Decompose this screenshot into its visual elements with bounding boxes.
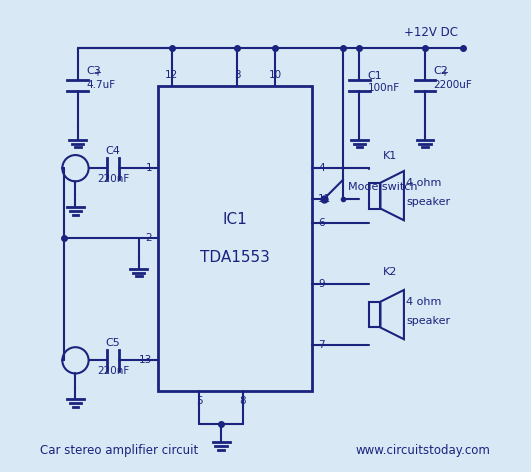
Text: speaker: speaker xyxy=(406,197,450,207)
Text: speaker: speaker xyxy=(406,316,450,326)
Text: 7: 7 xyxy=(318,340,324,350)
Bar xyxy=(369,302,380,328)
Text: +: + xyxy=(440,68,448,78)
Text: C3: C3 xyxy=(86,66,101,76)
Text: 4.7uF: 4.7uF xyxy=(86,80,115,90)
Text: TDA1553: TDA1553 xyxy=(200,250,270,265)
Text: C5: C5 xyxy=(106,338,121,348)
Text: 2200uF: 2200uF xyxy=(433,80,472,90)
Text: +: + xyxy=(93,68,101,78)
Text: 100nF: 100nF xyxy=(368,83,400,93)
Bar xyxy=(369,183,380,209)
Text: IC1: IC1 xyxy=(222,212,247,227)
Bar xyxy=(158,86,312,391)
Text: C1: C1 xyxy=(368,71,382,81)
Text: 10: 10 xyxy=(268,70,281,80)
Text: 2: 2 xyxy=(145,233,152,244)
Text: 8: 8 xyxy=(239,396,246,406)
Text: 5: 5 xyxy=(196,396,203,406)
Text: C4: C4 xyxy=(106,146,121,156)
Text: 13: 13 xyxy=(139,355,152,365)
Text: 9: 9 xyxy=(318,279,324,289)
Text: +12V DC: +12V DC xyxy=(404,26,458,39)
Text: Car stereo amplifier circuit: Car stereo amplifier circuit xyxy=(40,444,199,456)
Text: 12: 12 xyxy=(165,70,178,80)
Text: 4 ohm: 4 ohm xyxy=(406,297,442,307)
Text: 220nF: 220nF xyxy=(97,174,129,184)
Text: www.circuitstoday.com: www.circuitstoday.com xyxy=(356,444,491,456)
Text: 6: 6 xyxy=(318,218,324,228)
Text: 1: 1 xyxy=(145,163,152,173)
Text: 220nF: 220nF xyxy=(97,366,129,377)
Text: K2: K2 xyxy=(383,267,397,277)
Text: 4: 4 xyxy=(318,163,324,173)
Text: C2: C2 xyxy=(433,66,448,76)
Text: K1: K1 xyxy=(383,151,397,161)
Text: Mode switch: Mode switch xyxy=(348,182,417,192)
Text: 11: 11 xyxy=(318,194,331,204)
Text: 3: 3 xyxy=(234,70,241,80)
Text: 4 ohm: 4 ohm xyxy=(406,178,442,188)
